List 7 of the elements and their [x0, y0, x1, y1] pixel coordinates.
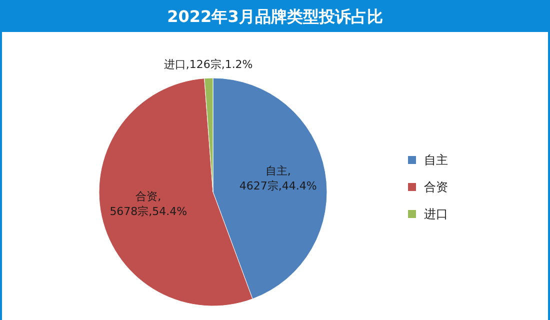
data-label: 进口,126宗,1.2%: [164, 58, 253, 72]
data-label: 合资,5678宗,54.4%: [110, 190, 188, 218]
data-label: 自主,4627宗,44.4%: [239, 164, 317, 192]
chart-title: 2022年3月品牌类型投诉占比: [167, 7, 383, 26]
legend-label: 合资: [424, 180, 448, 194]
legend-label: 自主: [424, 153, 448, 167]
legend-label: 进口: [424, 207, 448, 221]
